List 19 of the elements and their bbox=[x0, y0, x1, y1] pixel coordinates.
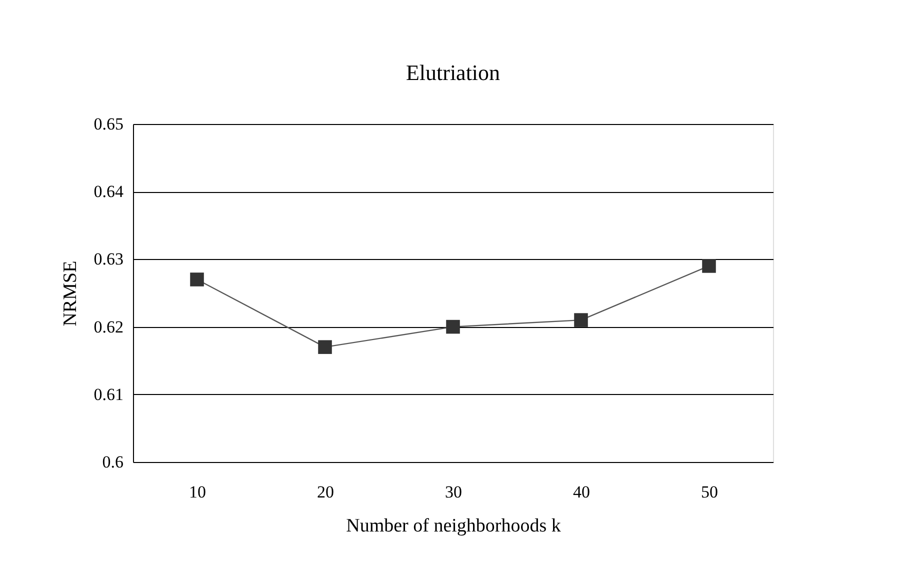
chart-title: Elutriation bbox=[406, 60, 500, 85]
y-tick-label: 0.6 bbox=[102, 452, 124, 472]
x-axis-title: Number of neighborhoods k bbox=[346, 516, 562, 536]
x-tick-label: 50 bbox=[701, 482, 718, 502]
y-axis-title: NRMSE bbox=[60, 260, 81, 326]
x-tick-label: 30 bbox=[445, 482, 462, 502]
point bbox=[190, 272, 204, 286]
point bbox=[318, 340, 332, 354]
y-tick-label: 0.63 bbox=[94, 250, 124, 269]
y-tick-label: 0.64 bbox=[94, 182, 124, 202]
y-tick-label: 0.61 bbox=[94, 384, 124, 404]
y-tick-label: 0.65 bbox=[94, 114, 124, 134]
point bbox=[446, 320, 460, 334]
x-tick-label: 40 bbox=[573, 482, 590, 502]
point bbox=[574, 313, 588, 327]
y-tick-label: 0.62 bbox=[94, 317, 124, 336]
point bbox=[702, 259, 716, 273]
x-tick-label: 20 bbox=[317, 482, 334, 502]
x-tick-label: 10 bbox=[189, 482, 206, 502]
